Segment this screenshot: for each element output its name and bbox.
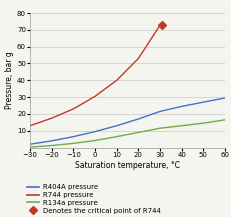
Y-axis label: Pressure, bar g: Pressure, bar g xyxy=(5,51,14,109)
X-axis label: Saturation temperature, °C: Saturation temperature, °C xyxy=(75,161,179,169)
Legend: R404A pressure, R744 pressure, R134a pressure, Denotes the critical point of R74: R404A pressure, R744 pressure, R134a pre… xyxy=(27,184,160,214)
